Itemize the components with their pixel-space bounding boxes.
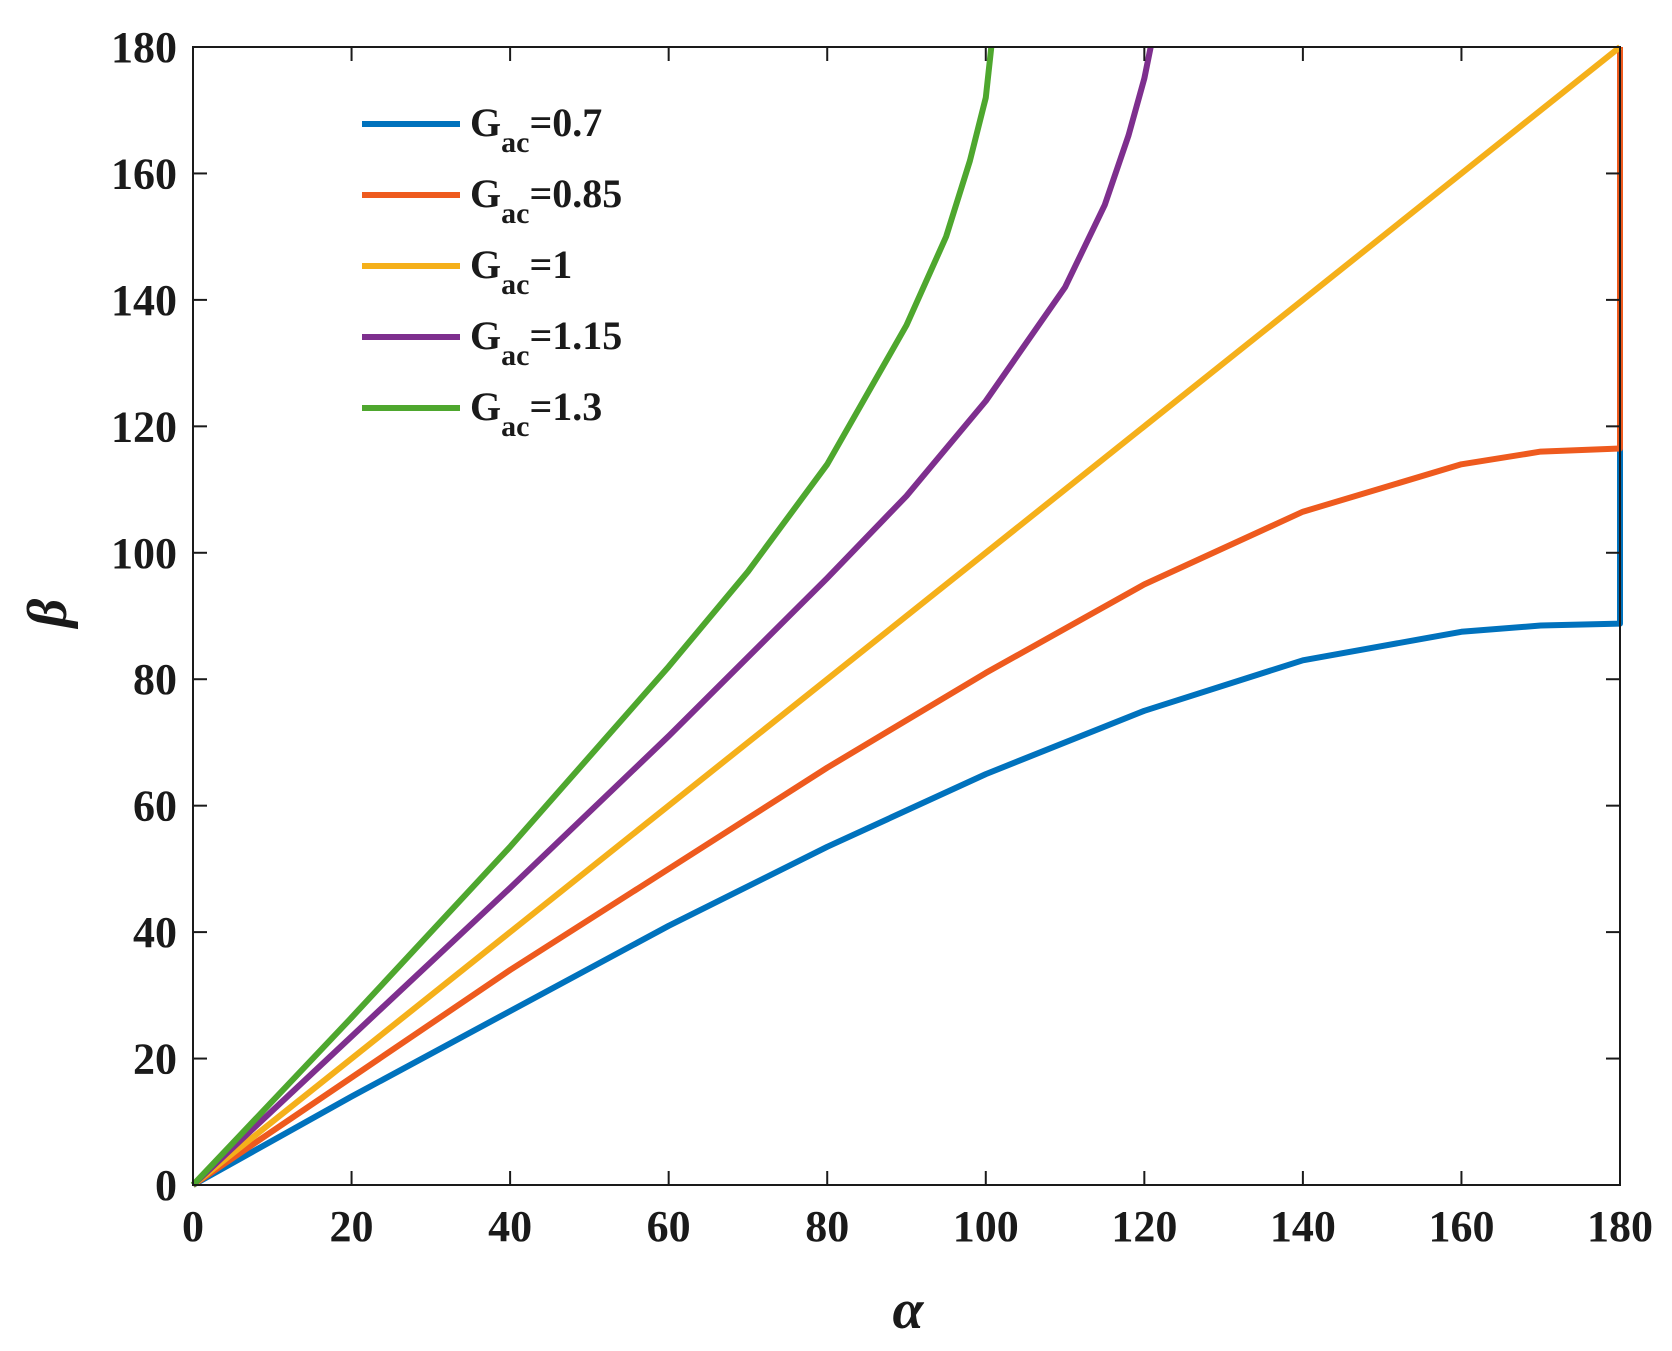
x-tick-label-2: 40 (488, 1202, 532, 1251)
legend-label-1: Gac=0.85 (470, 171, 622, 230)
series-line-4 (190, 46, 995, 1188)
legend: Gac=0.7 Gac=0.85 Gac=1 Gac=1.15 Gac=1.3 (362, 100, 622, 443)
x-tick-label-0: 0 (182, 1202, 204, 1251)
axes-box (192, 46, 1621, 1186)
y-tick-label-4: 80 (133, 655, 177, 704)
legend-label-3: Gac=1.15 (470, 313, 622, 372)
x-tick-label-9: 180 (1587, 1202, 1653, 1251)
series-line-0 (191, 448, 1623, 1188)
y-tick-label-5: 100 (111, 529, 177, 578)
x-tick-label-6: 120 (1111, 1202, 1177, 1251)
x-tick-label-7: 140 (1270, 1202, 1336, 1251)
x-tick-label-1: 20 (330, 1202, 374, 1251)
series-line-3 (190, 46, 1154, 1188)
axes: 0 20 40 60 80 100 120 140 160 180 0 20 40 60 80 100 120 1… (111, 23, 1653, 1251)
y-tick-label-8: 160 (111, 149, 177, 198)
y-tick-label-6: 120 (111, 402, 177, 451)
legend-label-2: Gac=1 (470, 242, 572, 301)
legend-label-4: Gac=1.3 (470, 384, 602, 443)
y-tick-label-1: 20 (133, 1035, 177, 1084)
legend-label-0: Gac=0.7 (470, 100, 602, 159)
y-tick-label-9: 180 (111, 23, 177, 72)
y-tick-label-7: 140 (111, 276, 177, 325)
x-tick-label-5: 100 (953, 1202, 1019, 1251)
plot-area (190, 44, 1623, 1188)
x-axis-label: α (893, 1279, 925, 1341)
series-line-2 (191, 44, 1622, 1188)
x-tick-label-3: 60 (647, 1202, 691, 1251)
x-tick-label-4: 80 (805, 1202, 849, 1251)
y-tick-label-3: 60 (133, 782, 177, 831)
y-tick-label-0: 0 (155, 1161, 177, 1210)
y-tick-label-2: 40 (133, 908, 177, 957)
series-line-1 (191, 47, 1623, 1188)
x-tick-label-8: 160 (1428, 1202, 1494, 1251)
y-axis-label: β (17, 598, 79, 629)
